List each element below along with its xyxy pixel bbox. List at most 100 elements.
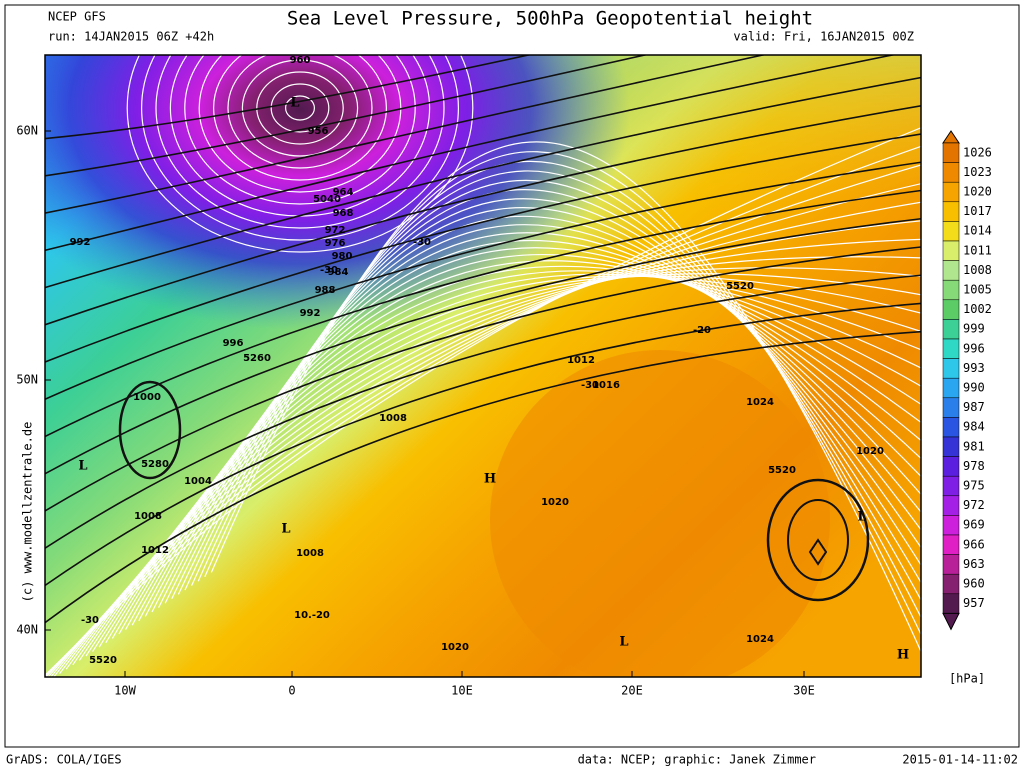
height-contour	[787, 499, 849, 581]
colorbar-cell	[942, 299, 960, 320]
height-contour	[808, 538, 828, 566]
isobar	[171, 198, 921, 600]
contour-label: 1000	[133, 392, 161, 403]
colorbar-cell	[942, 534, 960, 555]
colorbar-cell	[942, 515, 960, 536]
contour-label: 5520	[726, 281, 754, 292]
pressure-center: H	[484, 472, 496, 487]
run-info: run: 14JAN2015 06Z +42h	[48, 30, 214, 44]
contour-label: 992	[300, 308, 321, 319]
contour-label: 988	[315, 285, 336, 296]
colorbar-label: 969	[963, 518, 985, 532]
colorbar-cell	[942, 397, 960, 418]
contour-label: 1020	[856, 446, 884, 457]
isobar	[125, 254, 921, 630]
pressure-center: H	[897, 648, 909, 663]
contour-label: 1008	[379, 413, 407, 424]
pressure-center: L	[281, 522, 290, 537]
contour-label: 1012	[141, 545, 169, 556]
contour-label: 1024	[746, 397, 774, 408]
colorbar-label: 972	[963, 498, 985, 512]
lat-label: 60N	[16, 124, 38, 138]
map-title: Sea Level Pressure, 500hPa Geopotential …	[287, 8, 813, 30]
frame	[4, 4, 1020, 748]
contour-label: -30	[320, 265, 338, 276]
lon-label: 0	[288, 684, 295, 698]
contour-label: 964	[333, 187, 354, 198]
colorbar: 1026 1023 1020 1017 1014 1011 1008 1005 1002 999 9…	[942, 130, 992, 631]
valid-time: valid: Fri, 16JAN2015 00Z	[733, 30, 914, 44]
isobars	[45, 55, 921, 677]
contour-label: 1008	[134, 511, 162, 522]
contour-label: 992	[70, 237, 91, 248]
contour-label: 10.-20	[294, 610, 330, 621]
isobar	[126, 55, 474, 253]
colorbar-cell	[942, 358, 960, 379]
colorbar-cell	[942, 554, 960, 575]
colorbar-arrow	[942, 612, 960, 631]
isobar	[131, 247, 921, 626]
colorbar-label: 963	[963, 557, 985, 571]
colorbar-label: 1002	[963, 302, 992, 316]
isobar	[241, 59, 359, 157]
colorbar-cell	[942, 495, 960, 516]
colorbar-cell	[942, 240, 960, 261]
isobar	[210, 141, 921, 654]
pressure-center: L	[619, 635, 628, 650]
height-contour	[45, 274, 921, 550]
map-border	[44, 54, 922, 678]
axes: 60N 50N 40N 10W 0 10E 20E 30E	[16, 124, 815, 698]
colorbar-cell	[942, 436, 960, 457]
isobar	[184, 55, 416, 205]
contour-label: 1016	[592, 380, 620, 391]
isobar	[98, 273, 921, 648]
height-contour	[45, 55, 767, 214]
colorbar-label: 1005	[963, 283, 992, 297]
pressure-center: L	[857, 510, 866, 525]
height-contour	[45, 55, 897, 252]
colorbar-label: 1023	[963, 165, 992, 179]
lat-label: 40N	[16, 623, 38, 637]
height-contour	[45, 161, 921, 401]
height-contour	[45, 76, 921, 289]
map-field	[490, 350, 830, 677]
colorbar-label: 990	[963, 381, 985, 395]
height-contour	[45, 302, 921, 587]
colorbar-unit: [hPa]	[949, 672, 985, 686]
colorbar-label: 1014	[963, 224, 992, 238]
colorbar-label: 993	[963, 361, 985, 375]
height-contour	[45, 55, 533, 140]
colorbar-label: 999	[963, 322, 985, 336]
software-credit: GrADS: COLA/IGES	[6, 753, 122, 767]
data-credit: data: NCEP; graphic: Janek Zimmer	[578, 753, 816, 767]
height-contour	[766, 478, 870, 602]
colorbar-cell	[942, 377, 960, 399]
colorbar-cell	[942, 201, 960, 222]
colorbar-cell	[942, 573, 960, 595]
colorbar-cell	[942, 475, 960, 497]
timestamp: 2015-01-14-11:02	[902, 753, 1018, 767]
height-contour	[45, 330, 921, 624]
contour-label: 1004	[184, 476, 212, 487]
colorbar-cell	[942, 338, 960, 359]
colorbar-cell	[942, 279, 960, 301]
lon-label: 30E	[793, 684, 815, 698]
contour-label: -20	[693, 325, 711, 336]
pressure-center: L	[78, 459, 87, 474]
colorbar-cell	[942, 260, 960, 281]
colorbar-label: 981	[963, 439, 985, 453]
colorbar-label: 1026	[963, 145, 992, 159]
lon-label: 10E	[451, 684, 473, 698]
contour-label: 968	[333, 208, 354, 219]
watermark: (c) www.modellzentrale.de	[21, 422, 35, 603]
contour-label: 1020	[441, 642, 469, 653]
colorbar-cell	[942, 142, 960, 163]
isobar	[155, 55, 445, 229]
colorbar-cell	[942, 162, 960, 183]
isobar	[191, 170, 921, 602]
contour-label: -30	[413, 237, 431, 248]
colorbar-cell	[942, 319, 960, 340]
colorbar-label: 1008	[963, 263, 992, 277]
colorbar-label: 1017	[963, 204, 992, 218]
